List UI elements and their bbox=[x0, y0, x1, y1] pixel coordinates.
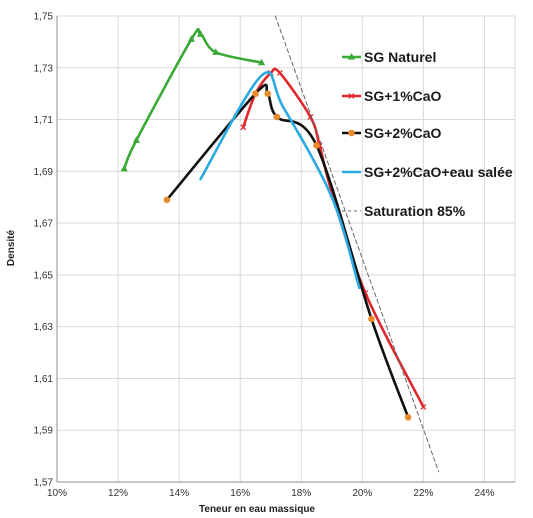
tick-labels: 1,57 1,59 1,61 1,63 1,65 1,67 1,69 1,71 1,73 1,75… bbox=[34, 12, 495, 500]
series-line bbox=[122, 27, 263, 171]
axes bbox=[56, 16, 515, 483]
y-tick-label: 1,73 bbox=[34, 63, 54, 74]
data-point bbox=[420, 403, 427, 410]
x-tick-label: 14% bbox=[169, 488, 189, 499]
data-point bbox=[196, 30, 205, 37]
data-point bbox=[404, 413, 412, 421]
data-point bbox=[120, 164, 128, 172]
x-tick-label: 18% bbox=[291, 488, 311, 499]
series-sg-2-cao bbox=[163, 83, 412, 421]
data-point bbox=[240, 124, 247, 131]
legend: SG Naturel SG+1%CaO SG+2%CaO SG+2%CaO+eau s… bbox=[342, 49, 513, 219]
legend-label: SG+2%CaO bbox=[364, 125, 442, 141]
x-tick-label: 16% bbox=[230, 488, 250, 499]
legend-label: SG Naturel bbox=[364, 49, 436, 65]
data-point bbox=[273, 113, 281, 121]
data-point bbox=[187, 35, 195, 42]
data-point bbox=[313, 142, 320, 149]
legend-marker bbox=[348, 93, 355, 99]
series-line bbox=[274, 15, 440, 473]
series-sg-2-cao-eau-sal-e bbox=[199, 70, 361, 290]
data-point bbox=[163, 196, 171, 204]
legend-label: SG+2%CaO+eau salée bbox=[364, 164, 513, 180]
y-tick-label: 1,71 bbox=[34, 115, 54, 126]
y-tick-label: 1,59 bbox=[34, 426, 54, 437]
data-point bbox=[264, 90, 271, 97]
legend-item: Saturation 85% bbox=[342, 203, 466, 219]
data-point bbox=[276, 70, 283, 76]
y-tick-label: 1,75 bbox=[34, 12, 54, 23]
gridlines bbox=[56, 15, 516, 483]
legend-item: SG Naturel bbox=[342, 49, 436, 65]
series bbox=[120, 15, 440, 473]
x-tick-label: 10% bbox=[47, 488, 67, 499]
y-axis-title: Densité bbox=[6, 230, 17, 267]
data-point bbox=[368, 315, 375, 323]
x-axis-title: Teneur en eau massique bbox=[199, 504, 315, 515]
y-tick-label: 1,63 bbox=[34, 322, 54, 333]
legend-marker bbox=[347, 53, 356, 60]
y-tick-label: 1,69 bbox=[34, 167, 54, 178]
legend-item: SG+2%CaO+eau salée bbox=[342, 164, 513, 180]
data-point bbox=[132, 136, 140, 143]
x-tick-label: 24% bbox=[474, 488, 494, 499]
data-point bbox=[252, 90, 259, 97]
x-tick-label: 22% bbox=[413, 488, 433, 499]
y-tick-label: 1,61 bbox=[34, 374, 54, 385]
series-line bbox=[199, 70, 361, 290]
legend-marker bbox=[348, 129, 355, 137]
series-sg-naturel bbox=[120, 27, 266, 172]
legend-item: SG+1%CaO bbox=[342, 88, 442, 104]
legend-label: SG+1%CaO bbox=[364, 88, 442, 104]
x-tick-label: 20% bbox=[352, 488, 372, 499]
series-saturation-85 bbox=[274, 15, 440, 473]
data-point bbox=[212, 48, 220, 55]
legend-label: Saturation 85% bbox=[364, 203, 466, 219]
x-tick-label: 12% bbox=[108, 488, 128, 499]
y-tick-label: 1,57 bbox=[34, 478, 54, 489]
data-point bbox=[257, 58, 266, 66]
y-tick-label: 1,67 bbox=[34, 219, 54, 230]
legend-item: SG+2%CaO bbox=[342, 125, 442, 141]
y-tick-label: 1,65 bbox=[34, 270, 54, 281]
